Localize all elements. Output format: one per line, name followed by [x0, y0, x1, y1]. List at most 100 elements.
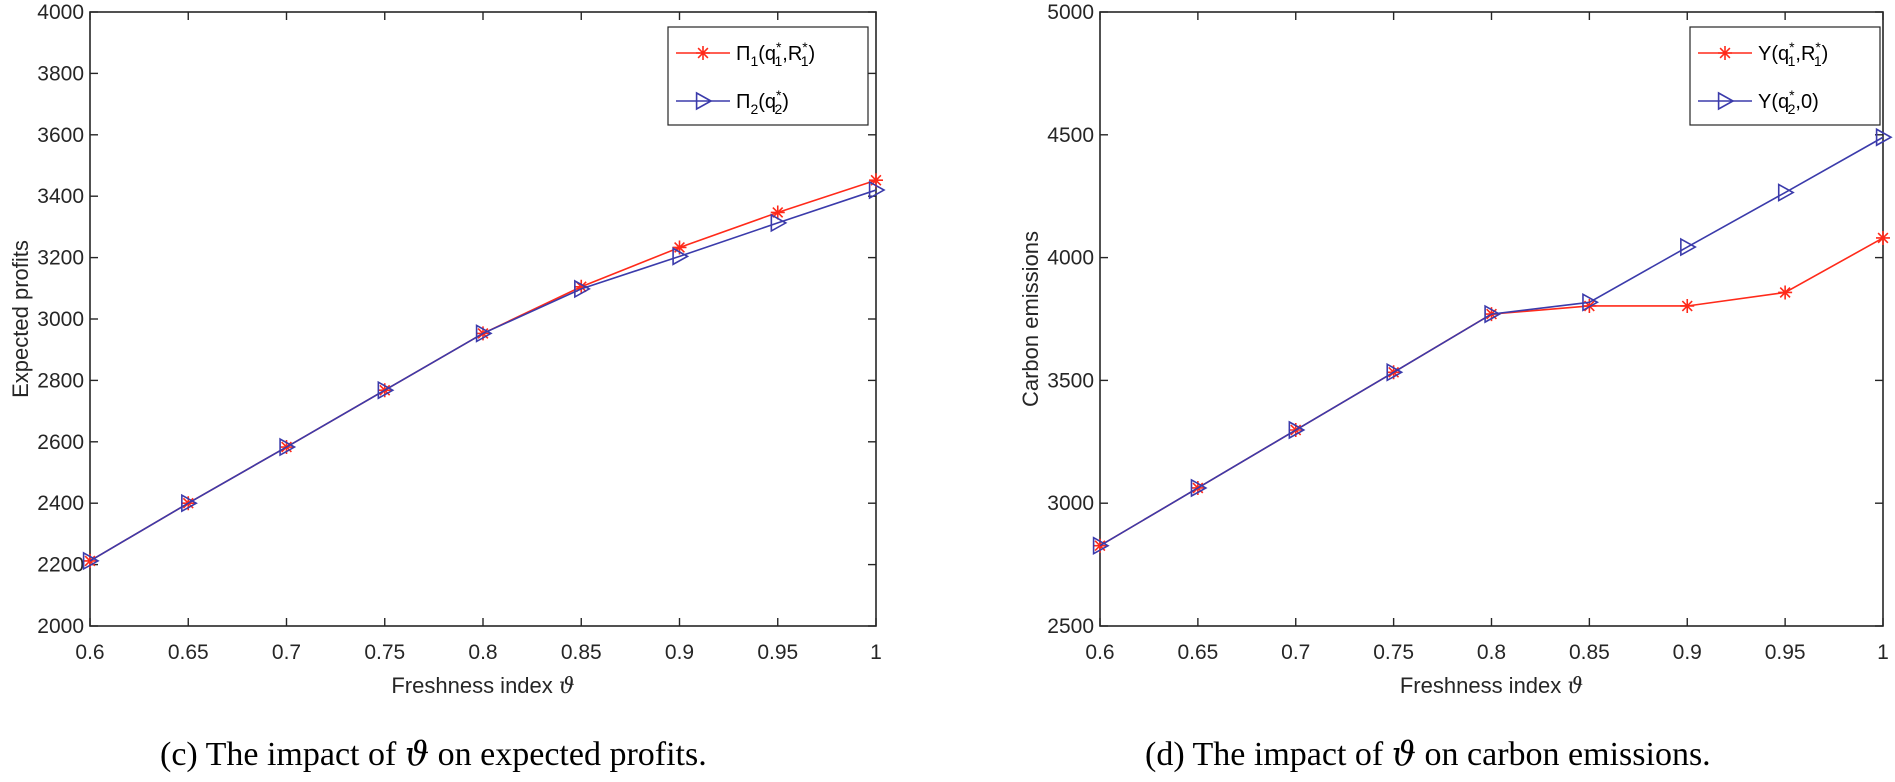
- legend-sup: *: [1789, 87, 1795, 103]
- y-tick-label: 2500: [1047, 615, 1094, 638]
- y-tick-label: 3000: [1047, 492, 1094, 515]
- y-axis-label: Expected profits: [8, 240, 33, 398]
- caption-d: (d) The impact of ϑ on carbon emissions.: [1145, 734, 1711, 774]
- legend-sub: 1: [750, 53, 758, 69]
- x-tick-label: 0.7: [1281, 641, 1310, 664]
- x-axis-label-text: Freshness index: [391, 673, 559, 698]
- data-point-star: [1680, 298, 1695, 313]
- legend-label: Y(q* 2,0): [1758, 87, 1819, 117]
- legend-rest: ,R: [782, 43, 802, 65]
- data-point-triangle: [1875, 127, 1893, 147]
- chart-c: 0.6 0.65 0.7 0.75 0.8 0.85 0.9 0.95 120002200240…: [8, 1, 886, 699]
- legend-main: Y: [1758, 91, 1771, 113]
- legend-rest: ,R: [1795, 43, 1815, 65]
- legend-end: ): [782, 91, 789, 113]
- legend-marker-star: [1718, 46, 1732, 60]
- legend-end: ): [809, 43, 816, 65]
- legend-label: Y(q* 1,R* 1): [1758, 39, 1828, 69]
- y-tick-label: 3000: [37, 308, 84, 331]
- x-tick-label: 0.95: [757, 641, 798, 664]
- legend-end: ): [1822, 43, 1829, 65]
- legend-sub: 2: [750, 101, 758, 117]
- legend-arg: (q: [1771, 43, 1789, 65]
- legend-marker-triangle: [1717, 91, 1735, 111]
- data-point-triangle: [1484, 304, 1502, 324]
- data-point-triangle: [181, 493, 198, 513]
- x-tick-label: 0.65: [168, 641, 209, 664]
- legend-d: Y(q* 1,R* 1)Y(q* 2,0): [1689, 26, 1881, 126]
- legend-end: ,0): [1795, 91, 1818, 113]
- legend-sub: 1: [801, 53, 809, 69]
- y-tick-label: 2400: [37, 492, 84, 515]
- x-axis-label: Freshness index ϑ: [1400, 673, 1584, 699]
- y-tick-label: 2800: [37, 369, 84, 392]
- legend-sup: *: [776, 87, 782, 103]
- legend-arg: (q: [1771, 91, 1789, 113]
- y-tick-label: 4000: [37, 1, 84, 24]
- legend-main: Π: [736, 91, 750, 113]
- caption-prefix: (d): [1145, 736, 1193, 773]
- data-point-triangle: [1288, 420, 1306, 440]
- caption-post: on carbon emissions.: [1416, 736, 1711, 773]
- x-tick-label: 0.6: [1085, 641, 1114, 664]
- x-tick-label: 0.9: [1673, 641, 1702, 664]
- y-tick-label: 3200: [37, 247, 84, 270]
- caption-symbol: ϑ: [1392, 734, 1416, 774]
- legend-sub: 1: [1788, 53, 1796, 69]
- x-tick-label: 0.6: [75, 641, 104, 664]
- data-point-triangle: [868, 180, 886, 200]
- legend-main: Π: [736, 43, 750, 65]
- legend-sub: 1: [1814, 53, 1822, 69]
- series-blue-d: [1092, 127, 1893, 556]
- data-point-star: [1778, 285, 1793, 300]
- caption-post: on expected profits.: [429, 736, 707, 773]
- data-point-triangle: [1092, 536, 1110, 556]
- legend-c: Π1(q* 1,R* 1)Π2(q* 2): [667, 26, 869, 126]
- legend-entry-red: Y(q* 1,R* 1): [1698, 39, 1828, 69]
- legend-arg: (q: [758, 91, 776, 113]
- x-tick-label: 1: [1877, 641, 1889, 664]
- x-axis-label-symbol: ϑ: [1567, 674, 1583, 699]
- caption-prefix: (c): [160, 736, 206, 773]
- x-tick-label: 0.65: [1177, 641, 1218, 664]
- data-point-triangle: [279, 437, 297, 457]
- x-tick-label: 0.95: [1765, 641, 1806, 664]
- y-tick-label: 2600: [37, 431, 84, 454]
- y-tick-label: 2000: [37, 615, 84, 638]
- y-axis-label: Carbon emissions: [1018, 231, 1043, 407]
- x-tick-label: 0.9: [665, 641, 694, 664]
- legend-box: [667, 26, 869, 126]
- x-axis-label-symbol: ϑ: [559, 674, 575, 699]
- data-point-star: [869, 173, 883, 188]
- legend-main: Y: [1758, 43, 1771, 65]
- data-point-triangle: [574, 279, 591, 299]
- data-point-star: [1093, 538, 1107, 553]
- data-point-triangle: [1190, 478, 1208, 498]
- legend-sup: *: [1789, 39, 1795, 55]
- y-tick-label: 4000: [1047, 247, 1094, 270]
- data-point-triangle: [1777, 183, 1795, 202]
- data-point-triangle: [475, 324, 493, 343]
- legend-entry-red: Π1(q* 1,R* 1): [676, 39, 815, 69]
- legend-box: [1689, 26, 1881, 126]
- legend-marker-triangle: [695, 91, 713, 111]
- x-axis-label: Freshness index ϑ: [391, 673, 575, 699]
- legend-arg: (q: [758, 43, 776, 65]
- legend-entry-blue: Y(q* 2,0): [1698, 87, 1819, 117]
- y-tick-label: 3400: [37, 185, 84, 208]
- legend-label: Π2(q* 2): [736, 87, 789, 117]
- series-line: [89, 189, 877, 562]
- legend-sup: *: [1815, 39, 1821, 55]
- data-point-star: [770, 205, 785, 220]
- x-tick-label: 0.75: [364, 641, 405, 664]
- x-tick-label: 0.8: [1477, 641, 1506, 664]
- data-point-triangle: [1386, 362, 1404, 382]
- y-tick-label: 2200: [37, 554, 84, 577]
- data-point-triangle: [377, 380, 395, 400]
- data-point-star: [672, 240, 687, 255]
- legend-sup: *: [802, 39, 808, 55]
- legend-sub: 2: [1788, 101, 1796, 117]
- data-point-triangle: [770, 213, 788, 233]
- x-tick-label: 0.75: [1373, 641, 1414, 664]
- legend-sub: 1: [775, 53, 783, 69]
